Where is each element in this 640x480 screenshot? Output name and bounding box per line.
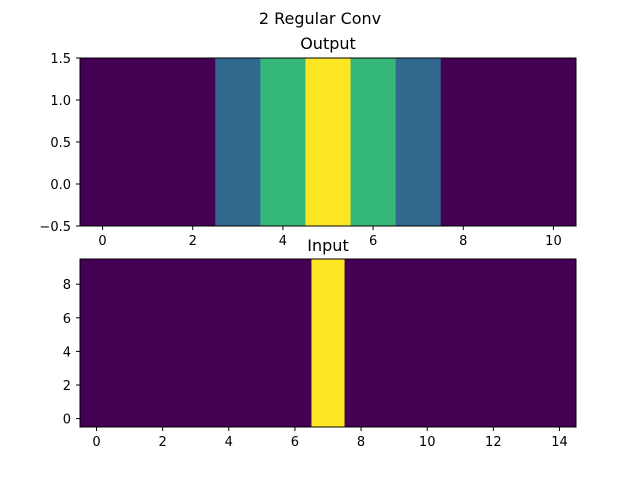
input-x-tick-label: 0 xyxy=(92,435,100,450)
output-cell-col-10 xyxy=(530,58,577,226)
input-cells xyxy=(80,259,577,427)
output-x-tick-label: 8 xyxy=(459,234,467,249)
output-x-tick-label: 4 xyxy=(279,234,287,249)
input-cell-col-9 xyxy=(377,259,412,427)
input-x-tick-label: 4 xyxy=(225,435,233,450)
input-x-tick-label: 2 xyxy=(159,435,167,450)
input-heatmap-panel: Input 0 2 4 6 8 10 12 14 0 2 4 6 8 xyxy=(63,236,577,450)
output-cell-col-2 xyxy=(170,58,216,226)
input-cell-col-13 xyxy=(509,259,544,427)
output-heatmap-panel: Output 0 2 4 6 8 10 −0.5 0.0 0.5 1.0 1.5 xyxy=(39,34,577,249)
output-cell-col-6 xyxy=(350,58,397,226)
output-x-tick-label: 10 xyxy=(545,234,562,249)
output-y-tick-label: 0.5 xyxy=(50,136,71,151)
input-y-tick-label: 8 xyxy=(63,278,71,293)
input-cell-col-0 xyxy=(80,259,114,427)
output-y-tick-label: 1.0 xyxy=(50,94,71,109)
input-x-tick-label: 10 xyxy=(419,435,436,450)
input-cell-col-3 xyxy=(179,259,213,427)
figure-suptitle: 2 Regular Conv xyxy=(259,9,381,28)
input-y-tick-label: 4 xyxy=(63,345,71,360)
output-x-tick-label: 2 xyxy=(189,234,197,249)
input-cell-col-5 xyxy=(245,259,279,427)
output-x-tick-label: 6 xyxy=(369,234,377,249)
input-axes-frame xyxy=(79,258,577,428)
input-y-tick-label: 2 xyxy=(63,379,71,394)
input-cell-col-2 xyxy=(146,259,180,427)
output-y-tick-label: 1.5 xyxy=(50,52,71,67)
input-x-tick-label: 6 xyxy=(291,435,299,450)
output-cell-col-9 xyxy=(485,58,532,226)
input-cell-col-10 xyxy=(410,259,445,427)
input-x-tick-label: 8 xyxy=(357,435,365,450)
output-y-tick-label: 0.0 xyxy=(50,178,71,193)
output-cell-col-0 xyxy=(80,58,126,226)
output-cell-col-4 xyxy=(260,58,306,226)
input-cell-col-7 xyxy=(311,259,345,427)
input-y-tick-label: 6 xyxy=(63,312,71,327)
input-x-tick-label: 12 xyxy=(485,435,502,450)
output-cell-col-8 xyxy=(440,58,487,226)
output-cell-col-3 xyxy=(215,58,261,226)
output-cell-col-7 xyxy=(395,58,442,226)
input-cell-col-8 xyxy=(344,259,378,427)
input-cell-col-12 xyxy=(476,259,511,427)
input-cell-col-11 xyxy=(443,259,478,427)
input-cell-col-1 xyxy=(113,259,147,427)
output-cell-col-5 xyxy=(305,58,351,226)
input-cell-col-6 xyxy=(278,259,312,427)
output-x-tick-label: 0 xyxy=(98,234,106,249)
input-y-tick-label: 0 xyxy=(63,413,71,428)
input-cell-col-4 xyxy=(212,259,246,427)
output-cell-col-1 xyxy=(125,58,171,226)
input-x-tick-label: 14 xyxy=(551,435,568,450)
output-cells xyxy=(80,58,577,226)
output-y-tick-label: −0.5 xyxy=(39,220,71,235)
input-panel-title: Input xyxy=(307,236,348,255)
input-cell-col-14 xyxy=(542,259,577,427)
output-panel-title: Output xyxy=(300,34,356,53)
